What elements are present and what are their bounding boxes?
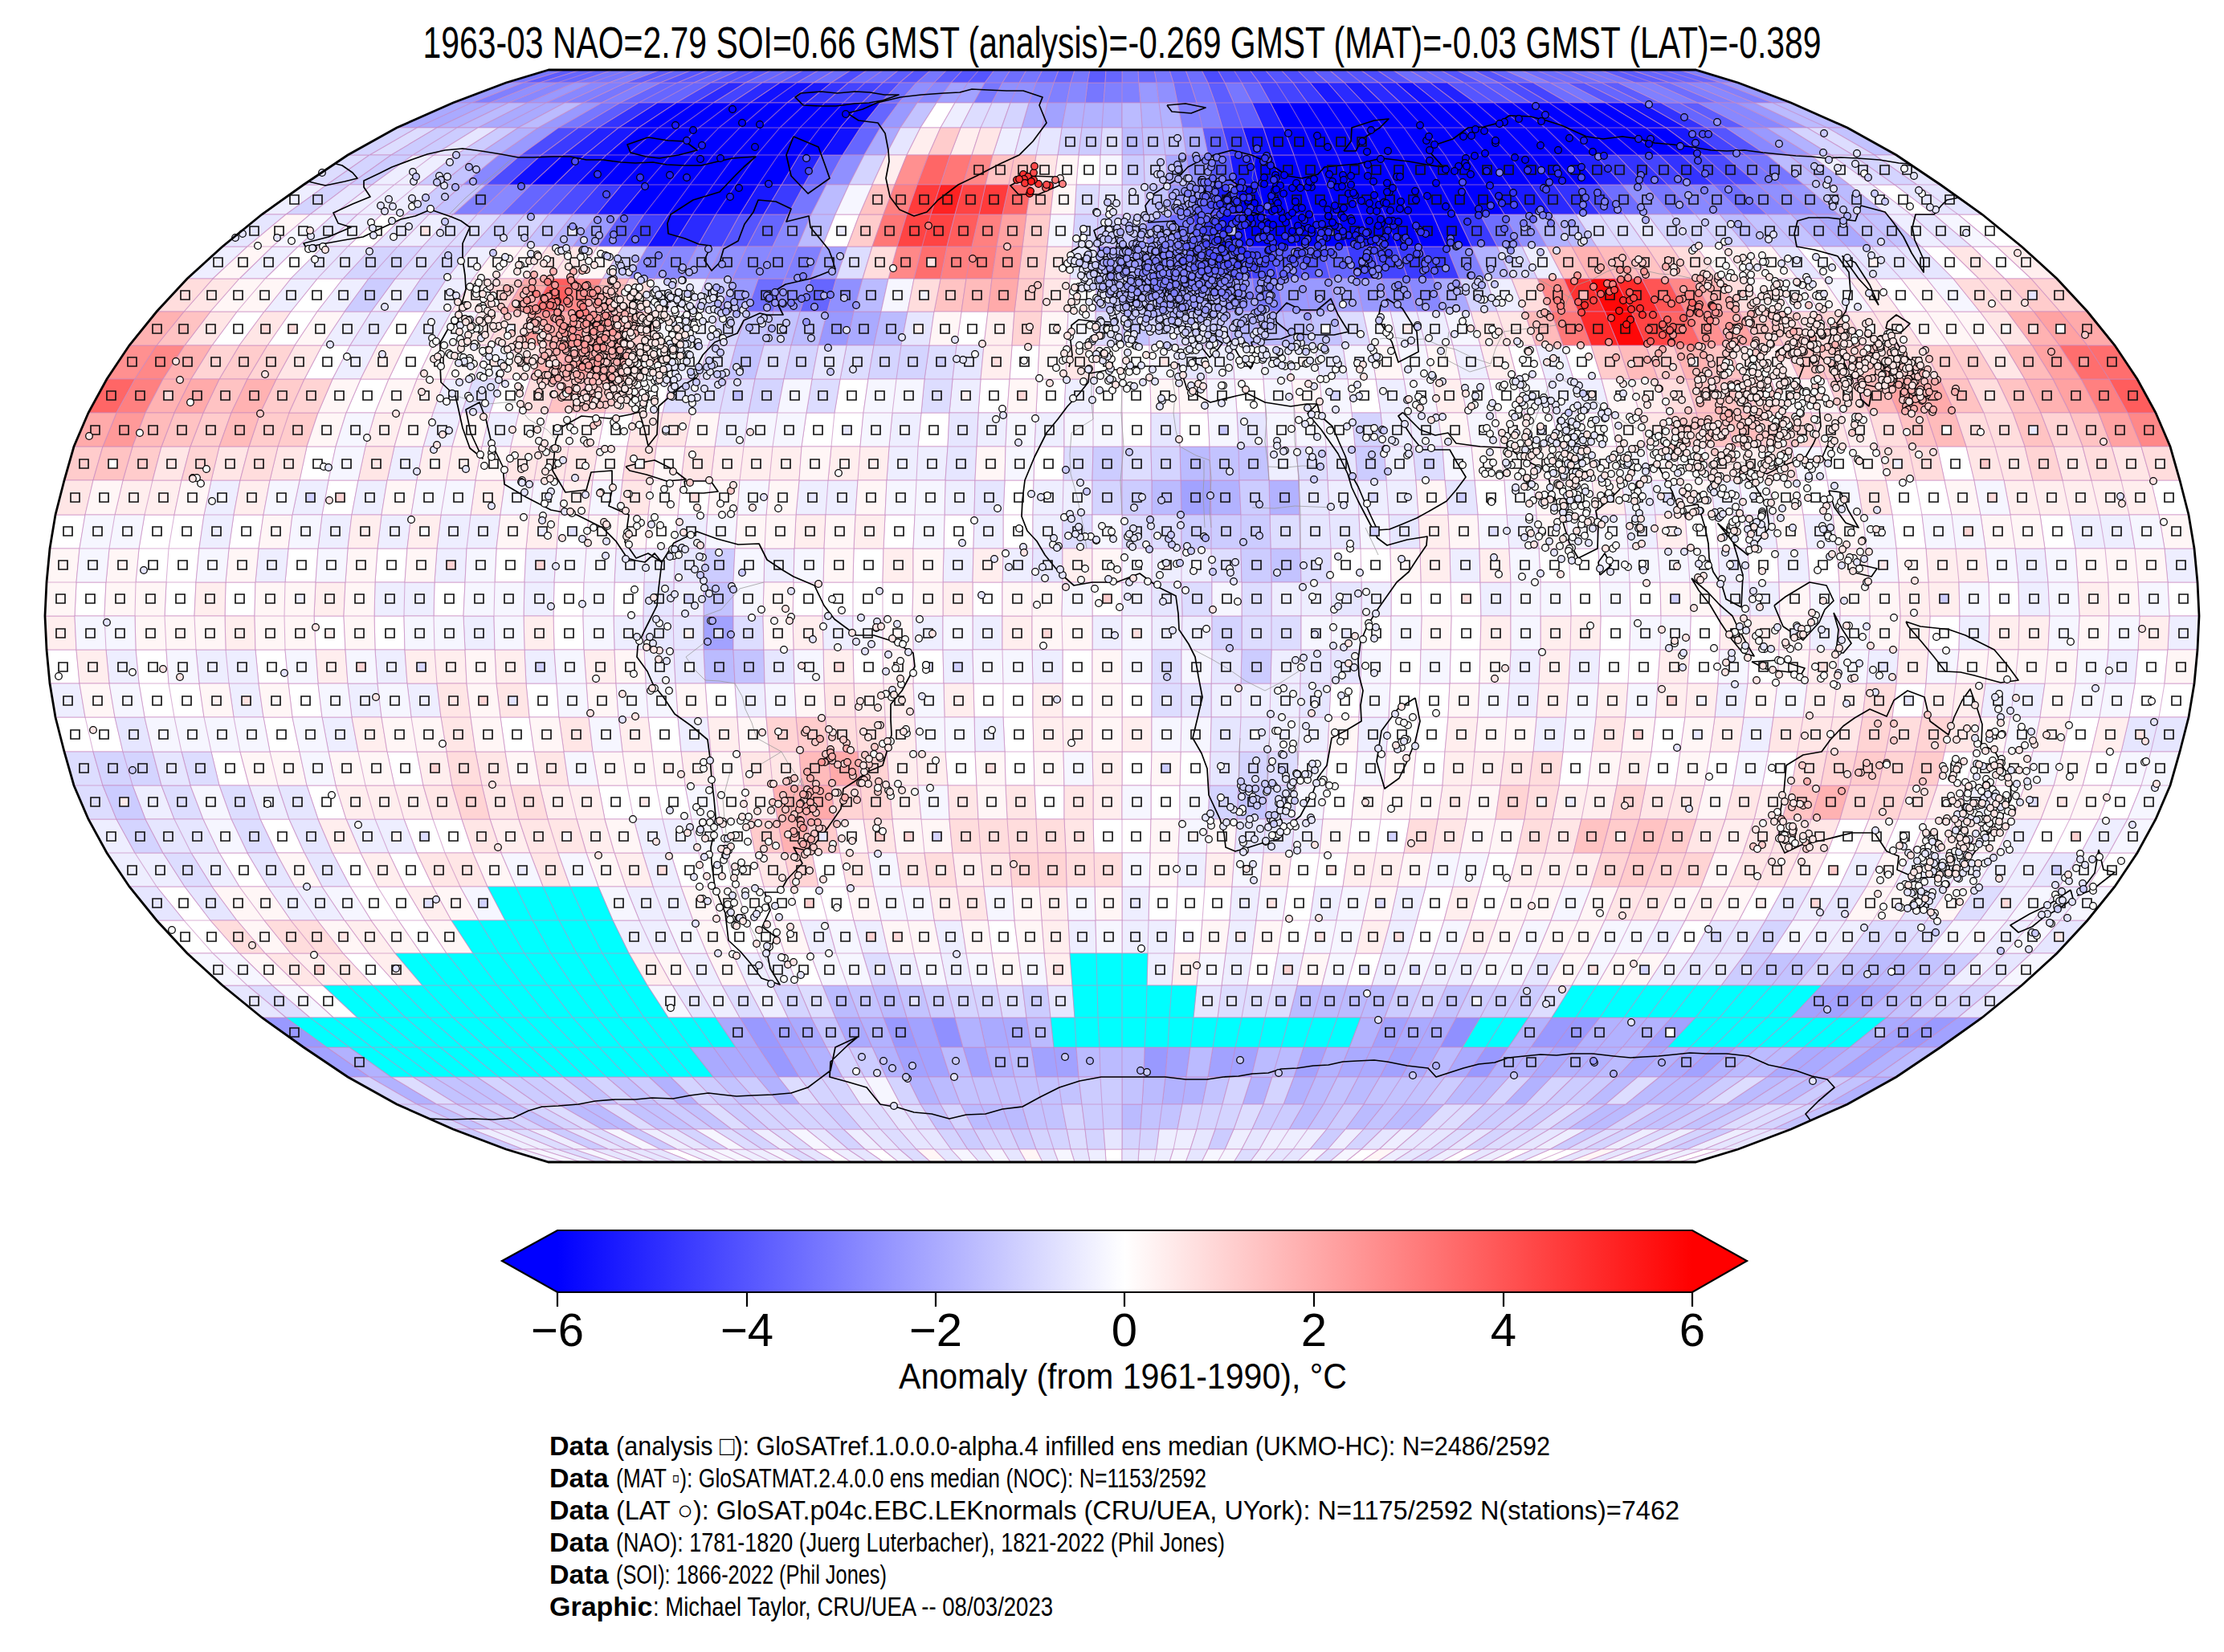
svg-text:(LAT ○): GloSAT.p04c.EBC.LEKno: (LAT ○): GloSAT.p04c.EBC.LEKnormals (CRU… <box>616 1495 1679 1525</box>
svg-text:Graphic: Graphic <box>549 1591 652 1621</box>
svg-text:4: 4 <box>1491 1303 1516 1356</box>
svg-text:2: 2 <box>1301 1303 1327 1356</box>
svg-text:(analysis □): GloSATref.1.0.0.: (analysis □): GloSATref.1.0.0.0-alpha.4 … <box>616 1430 1550 1461</box>
svg-text:6: 6 <box>1679 1303 1705 1356</box>
svg-text:1963-03 NAO=2.79 SOI=0.66 GMST: 1963-03 NAO=2.79 SOI=0.66 GMST (analysis… <box>423 17 1822 67</box>
svg-text:Data: Data <box>549 1495 610 1525</box>
svg-text:(NAO): 1781-1820 (Juerg Luterb: (NAO): 1781-1820 (Juerg Luterbacher), 18… <box>616 1527 1225 1557</box>
svg-text:(MAT ▫): GloSATMAT.2.4.0.0 ens: (MAT ▫): GloSATMAT.2.4.0.0 ens median (N… <box>616 1462 1206 1493</box>
svg-text:−4: −4 <box>720 1303 773 1356</box>
svg-text:Data: Data <box>549 1527 610 1557</box>
svg-text:0: 0 <box>1112 1303 1137 1356</box>
svg-text:Data: Data <box>549 1430 610 1461</box>
svg-text:: Michael Taylor, CRU/UEA -- 0: : Michael Taylor, CRU/UEA -- 08/03/2023 <box>653 1591 1053 1621</box>
svg-text:−2: −2 <box>909 1303 962 1356</box>
svg-text:−6: −6 <box>531 1303 584 1356</box>
svg-text:Data: Data <box>549 1559 610 1589</box>
svg-text:(SOI): 1866-2022 (Phil Jones): (SOI): 1866-2022 (Phil Jones) <box>616 1559 887 1589</box>
svg-text:Anomaly (from 1961-1990), °C: Anomaly (from 1961-1990), °C <box>899 1356 1347 1397</box>
svg-text:Data: Data <box>549 1462 610 1493</box>
